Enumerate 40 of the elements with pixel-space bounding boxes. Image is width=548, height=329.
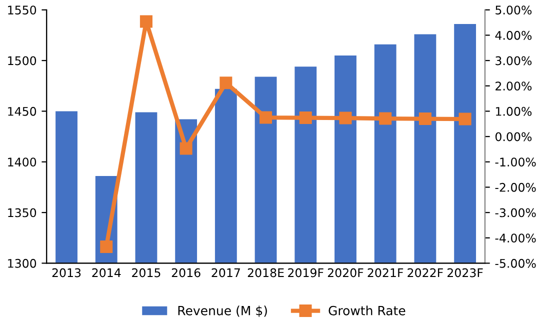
x-tick-label: 2022F <box>408 268 443 278</box>
x-tick-label: 2014 <box>92 268 121 278</box>
y-tick-label: 1550 <box>8 6 36 15</box>
y-tick-label: 1400 <box>8 158 36 167</box>
y2-tick-label: -4.00% <box>495 234 536 243</box>
y2-tick-label: 0.00% <box>495 132 532 142</box>
x-tick-label: 2019F <box>288 268 324 278</box>
y-tick-label: 1300 <box>8 258 36 268</box>
point <box>180 142 192 155</box>
y2-tick-label: 2.00% <box>496 82 532 91</box>
x-tick-label: 2020F <box>328 268 364 278</box>
legend-label: Revenue (M $) <box>178 306 267 317</box>
point <box>140 15 152 28</box>
point <box>220 76 232 90</box>
x-tick-label: 2021F <box>368 268 404 278</box>
y2-tick-label: 5.00% <box>496 6 532 15</box>
y2-tick-label: 1.00% <box>496 106 532 116</box>
point <box>299 112 312 124</box>
y2-tick-label: -2.00% <box>495 182 536 192</box>
y-tick-label: 1350 <box>8 208 36 218</box>
x-tick-label: 2016 <box>172 268 200 278</box>
y2-tick-label: -3.00% <box>495 208 536 218</box>
y2-tick-label: -5.00% <box>495 258 536 268</box>
y-tick-label: 1450 <box>8 106 36 116</box>
x-tick-label: 2017 <box>212 268 240 278</box>
x-tick-label: 2013 <box>52 268 81 278</box>
point <box>100 240 113 253</box>
point <box>458 112 472 126</box>
y2-tick-label: -1.00% <box>495 158 536 167</box>
point <box>418 112 432 126</box>
legend-label: Growth Rate <box>328 306 406 316</box>
point <box>260 111 272 124</box>
point <box>339 112 352 124</box>
x-tick-label: 2015 <box>132 268 160 278</box>
x-tick-label: 2018E <box>248 268 284 278</box>
y2-tick-label: 3.00% <box>496 56 532 66</box>
y2-tick-label: 4.00% <box>495 30 532 40</box>
point <box>379 112 392 125</box>
x-tick-label: 2023F <box>448 268 483 278</box>
y-tick-label: 1500 <box>8 56 36 66</box>
